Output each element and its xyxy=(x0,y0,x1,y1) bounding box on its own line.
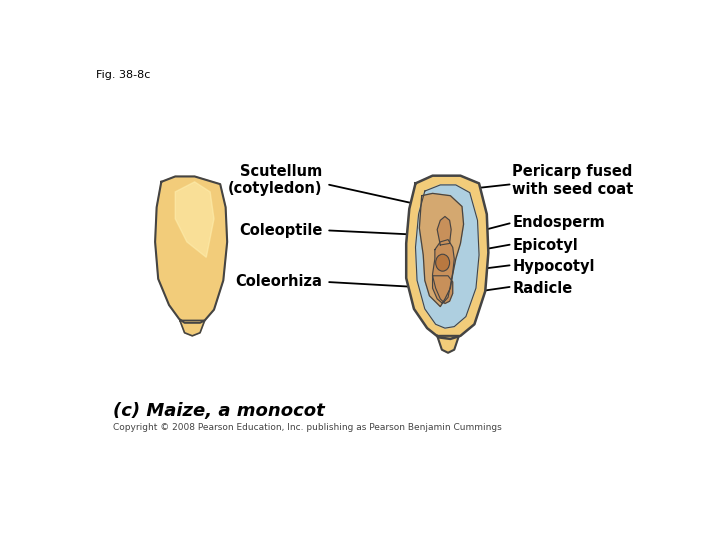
Text: Copyright © 2008 Pearson Education, Inc. publishing as Pearson Benjamin Cummings: Copyright © 2008 Pearson Education, Inc.… xyxy=(113,423,502,432)
Text: Coleoptile: Coleoptile xyxy=(239,223,323,238)
Polygon shape xyxy=(437,217,451,245)
Polygon shape xyxy=(437,336,459,353)
Polygon shape xyxy=(419,193,464,307)
Polygon shape xyxy=(155,177,228,323)
Text: Fig. 38-8c: Fig. 38-8c xyxy=(96,70,150,80)
Ellipse shape xyxy=(436,254,449,271)
Text: Epicotyl: Epicotyl xyxy=(513,238,578,253)
Polygon shape xyxy=(415,185,479,328)
Text: Hypocotyl: Hypocotyl xyxy=(513,259,595,274)
Polygon shape xyxy=(433,276,453,303)
Text: (c) Maize, a monocot: (c) Maize, a monocot xyxy=(113,402,325,420)
Polygon shape xyxy=(406,176,488,339)
Text: Radicle: Radicle xyxy=(513,281,572,295)
Polygon shape xyxy=(175,182,214,257)
Text: Pericarp fused
with seed coat: Pericarp fused with seed coat xyxy=(513,164,634,197)
Text: Endosperm: Endosperm xyxy=(513,215,605,230)
Text: Coleorhiza: Coleorhiza xyxy=(235,274,323,289)
Text: Scutellum
(cotyledon): Scutellum (cotyledon) xyxy=(228,164,323,197)
Polygon shape xyxy=(180,320,204,336)
Polygon shape xyxy=(433,240,454,303)
